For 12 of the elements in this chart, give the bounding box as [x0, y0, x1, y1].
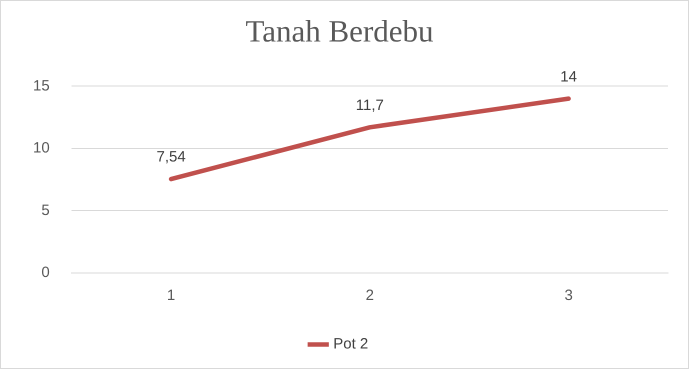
x-tick-label: 1 [166, 287, 176, 304]
x-tick-label: 3 [564, 287, 573, 304]
y-tick-label: 10 [32, 140, 50, 157]
data-label: 11,7 [356, 96, 384, 114]
data-label: 14 [560, 68, 577, 86]
y-tick-label: 5 [41, 202, 50, 219]
data-label: 7,54 [156, 148, 186, 166]
x-tick-label: 2 [366, 287, 374, 304]
y-tick-label: 0 [41, 264, 50, 282]
y-tick-label: 15 [32, 77, 50, 94]
legend-label: Pot 2 [333, 336, 368, 353]
chart-title: Tanah Berdebu [245, 14, 434, 49]
